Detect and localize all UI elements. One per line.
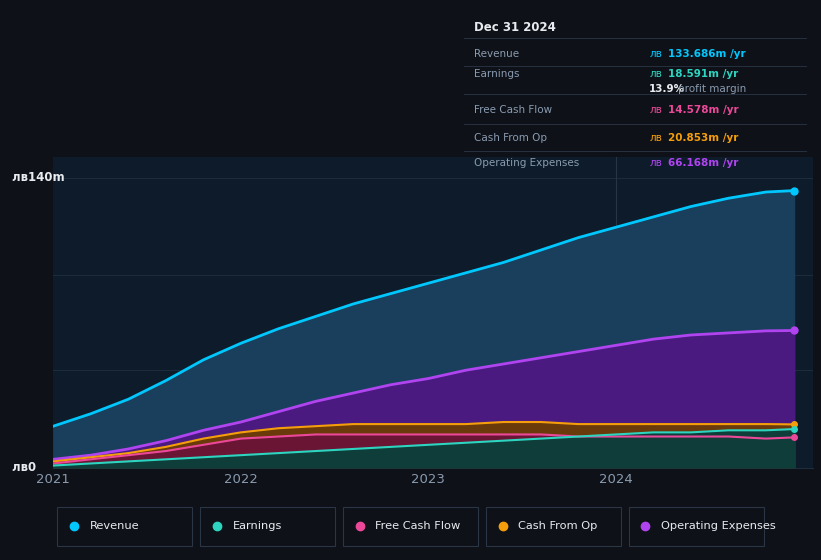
Text: 18.591m /yr: 18.591m /yr [668,69,738,79]
Text: 14.578m /yr: 14.578m /yr [668,105,739,115]
Text: лв​140m: лв​140m [11,171,64,184]
FancyBboxPatch shape [57,507,192,546]
FancyBboxPatch shape [629,507,764,546]
Text: Dec 31 2024: Dec 31 2024 [475,21,556,34]
Text: лв: лв [649,158,662,169]
Text: Cash From Op: Cash From Op [518,521,598,531]
Text: лв: лв [649,49,662,59]
Text: лв: лв [649,69,662,79]
Text: 66.168m /yr: 66.168m /yr [668,158,738,169]
FancyBboxPatch shape [343,507,478,546]
Text: лв​0: лв​0 [11,461,36,474]
Text: Operating Expenses: Operating Expenses [661,521,776,531]
Text: 133.686m /yr: 133.686m /yr [668,49,745,59]
Text: Free Cash Flow: Free Cash Flow [475,105,553,115]
Text: 20.853m /yr: 20.853m /yr [668,133,738,143]
Text: Earnings: Earnings [475,69,520,79]
Text: profit margin: profit margin [678,85,746,95]
Text: Earnings: Earnings [232,521,282,531]
Text: лв: лв [649,133,662,143]
Text: 13.9%: 13.9% [649,85,686,95]
Text: Operating Expenses: Operating Expenses [475,158,580,169]
Text: Revenue: Revenue [89,521,140,531]
Text: Cash From Op: Cash From Op [475,133,547,143]
FancyBboxPatch shape [200,507,335,546]
Text: Revenue: Revenue [475,49,520,59]
Text: Free Cash Flow: Free Cash Flow [375,521,461,531]
Text: лв: лв [649,105,662,115]
FancyBboxPatch shape [486,507,621,546]
